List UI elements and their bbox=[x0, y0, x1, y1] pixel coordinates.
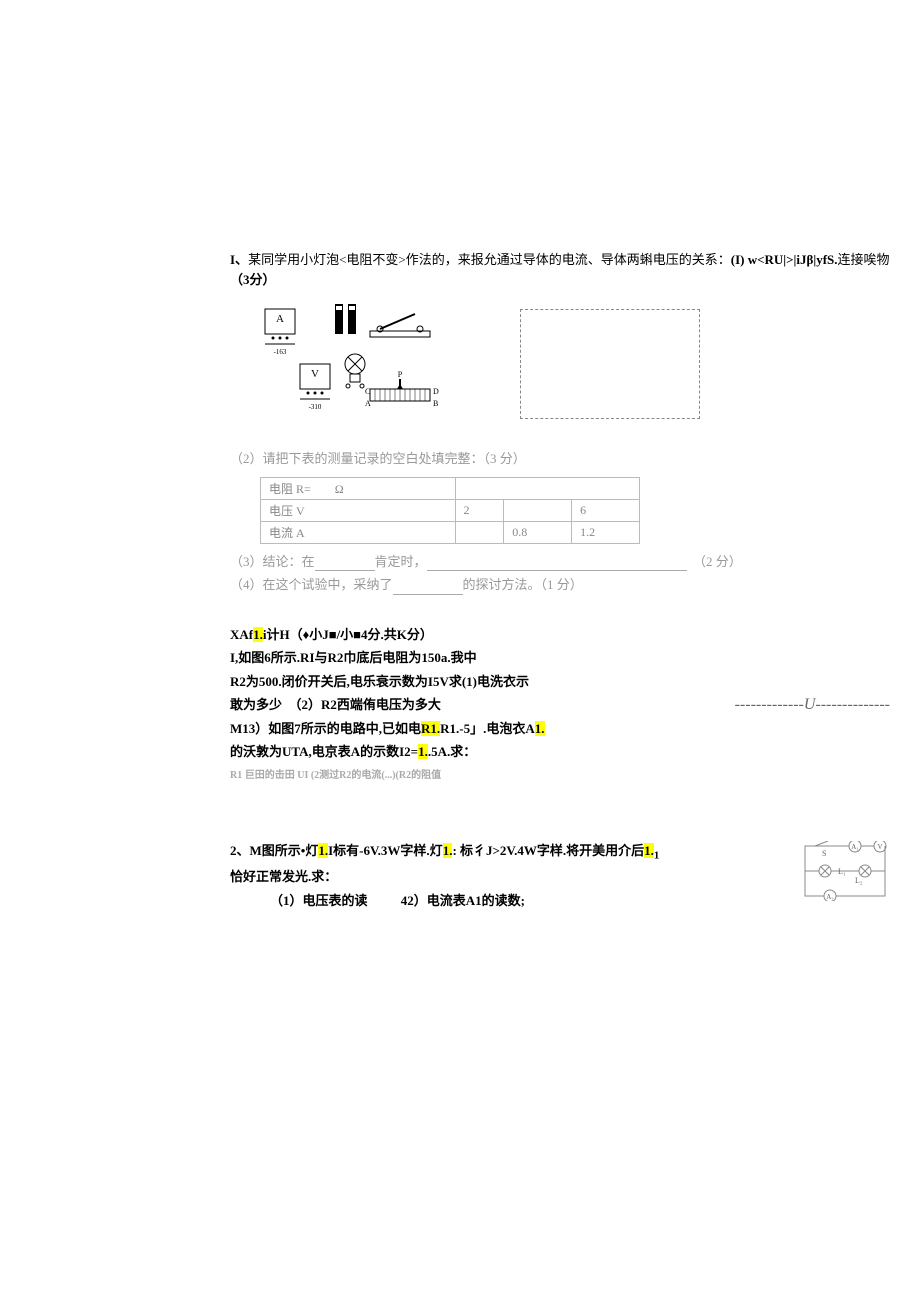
data-table-wrap: 电阻 R= Ω 电压 V 2 6 电流 A 0.8 1.2 bbox=[260, 477, 890, 544]
svg-text:L₁: L₁ bbox=[838, 867, 846, 876]
circuit-diagram-small: S A₁ V L₁ L₂ bbox=[800, 841, 890, 901]
s2-l5: 的沃敦为UTA,电京表A的示数I2=1..5A.求： bbox=[230, 742, 890, 762]
svg-text:-310: -310 bbox=[309, 403, 322, 411]
svg-text:P: P bbox=[398, 370, 403, 379]
s2-l1: I,如图6所示.RI与R2巾底后电阻为150a.我中 bbox=[230, 648, 890, 668]
q4-prefix: （4）在这个试验中，采纳了 bbox=[230, 577, 393, 592]
svg-text:B: B bbox=[433, 399, 438, 408]
s2-l5hl: 1. bbox=[418, 744, 428, 759]
s3-subq: （1）电压表的读 42）电流表A1的读数; bbox=[270, 891, 800, 911]
q3-mid: 肯定时， bbox=[375, 554, 427, 569]
table-row: 电压 V 2 6 bbox=[261, 499, 640, 521]
svg-text:A₂: A₂ bbox=[826, 893, 834, 901]
s3-sub2: 42）电流表A1的读数; bbox=[401, 893, 525, 908]
s2-l3a: 敢为多少 bbox=[230, 697, 282, 712]
svg-text:L₂: L₂ bbox=[855, 876, 863, 885]
svg-text:D: D bbox=[433, 387, 439, 396]
s3-c: : 标彳J>2V.4W字样.将开美用介后 bbox=[452, 843, 644, 858]
s3-l2: 恰好正常发光.求： bbox=[230, 867, 800, 887]
q3-blank1 bbox=[315, 557, 375, 571]
cell-v2 bbox=[504, 499, 572, 521]
svg-text:V: V bbox=[877, 843, 882, 851]
table-intro: （2）请把下表的测量记录的空白处填完整：（3 分） bbox=[230, 449, 890, 469]
q1-t2p: 连接唉物 bbox=[838, 252, 890, 267]
s2-l6: R1 巨田的击田 UI (2测过R2的电流(...)(R2的阻值 bbox=[230, 766, 890, 781]
cell-v-label: 电压 V bbox=[261, 499, 456, 521]
answer-box bbox=[520, 309, 700, 419]
q3-score: （2 分） bbox=[700, 554, 742, 569]
q3-prefix: （3）结论：在 bbox=[230, 554, 315, 569]
svg-text:S: S bbox=[822, 849, 826, 858]
cell-r-label: 电阻 R= Ω bbox=[261, 477, 456, 499]
q4-suffix: 的探讨方法。（1 分） bbox=[463, 577, 583, 592]
s2-l3b: （2）R2西端侑电压为多大 bbox=[295, 697, 441, 712]
svg-text:A: A bbox=[365, 399, 371, 408]
s2-hl1: 1. bbox=[253, 627, 263, 642]
q1-text: I、某同学用小灯泡<电阻不变>作法的，来报允通过导体的电流、导体两蝌电压的关系：… bbox=[230, 250, 890, 289]
svg-text:-163: -163 bbox=[274, 348, 287, 356]
cell-a1 bbox=[455, 521, 504, 543]
s2-l4hl2: 1. bbox=[535, 721, 545, 736]
svg-text:C: C bbox=[365, 387, 370, 396]
s2-l5b: .5A.求： bbox=[428, 744, 476, 759]
section-2: XAf1.i计H（♦小J■/小■4分.共K分） I,如图6所示.RI与R2巾底后… bbox=[230, 625, 890, 781]
cell-a2: 0.8 bbox=[504, 521, 572, 543]
diagram-row: A -163 V -310 bbox=[260, 304, 890, 424]
q1-prefix: I、 bbox=[230, 252, 248, 267]
q3-line: （3）结论：在 肯定时， （2 分） bbox=[230, 552, 890, 572]
s2-l4a: M13）如图7所示的电路中,已如电 bbox=[230, 721, 421, 736]
cell-v1: 2 bbox=[455, 499, 504, 521]
s2-header: XAf1.i计H（♦小J■/小■4分.共K分） bbox=[230, 625, 890, 645]
q4-line: （4）在这个试验中，采纳了 的探讨方法。（1 分） bbox=[230, 575, 890, 595]
cell-a3: 1.2 bbox=[572, 521, 640, 543]
s2-l4b: R1.-5」.电泡衣A bbox=[440, 721, 535, 736]
s3-hl1: 1. bbox=[318, 843, 328, 858]
s2-l4: M13）如图7所示的电路中,已如电R1.R1.-5」.电泡衣A1. bbox=[230, 719, 890, 739]
s2-l3: 敢为多少 （2）R2西端侑电压为多大 bbox=[230, 695, 441, 715]
svg-text:A₁: A₁ bbox=[851, 843, 859, 851]
s3-q2: 2、M图所示•灯1.I标有-6V.3W字样.灯1.: 标彳J>2V.4W字样.将… bbox=[230, 841, 800, 864]
s2-l4hl1: R1. bbox=[421, 721, 440, 736]
s3-b: I标有-6V.3W字样.灯 bbox=[328, 843, 443, 858]
s3-a: 2、M图所示•灯 bbox=[230, 843, 318, 858]
s2-l5a: 的沃敦为UTA,电京表A的示数I2= bbox=[230, 744, 418, 759]
q3-blank2 bbox=[427, 557, 687, 571]
q1-t2b: (I) w<RU|>|iJβ|yfS. bbox=[731, 252, 838, 267]
cell-v3: 6 bbox=[572, 499, 640, 521]
s3-d: 1 bbox=[654, 849, 659, 861]
s3-hl3: 1. bbox=[644, 843, 654, 858]
cell-a-label: 电流 A bbox=[261, 521, 456, 543]
table-row: 电阻 R= Ω bbox=[261, 477, 640, 499]
cell-r-empty bbox=[455, 477, 640, 499]
s2-l2: R2为500.闭价开关后,电乐衰示数为I5V求(1)电洗衣示 bbox=[230, 672, 890, 692]
q1-body: 某同学用小灯泡<电阻不变>作法的，来报允通过导体的电流、导体两蝌电压的关系： bbox=[248, 252, 731, 267]
s3-sub1: （1）电压表的读 bbox=[270, 893, 368, 908]
s2-ha: XAf bbox=[230, 627, 253, 642]
table-row: 电流 A 0.8 1.2 bbox=[261, 521, 640, 543]
u-dash: -------------U-------------- bbox=[735, 696, 890, 714]
data-table: 电阻 R= Ω 电压 V 2 6 电流 A 0.8 1.2 bbox=[260, 477, 640, 544]
circuit-components: A -163 V -310 bbox=[260, 304, 480, 424]
s2-l3-row: 敢为多少 （2）R2西端侑电压为多大 -------------U-------… bbox=[230, 695, 890, 719]
q4-blank bbox=[393, 581, 463, 595]
s2-hb: i计H（♦小J■/小■4分.共K分） bbox=[263, 627, 433, 642]
s3-hl2: 1. bbox=[443, 843, 453, 858]
ammeter-label: A bbox=[276, 313, 284, 325]
section-3: 2、M图所示•灯1.I标有-6V.3W字样.灯1.: 标彳J>2V.4W字样.将… bbox=[230, 841, 890, 915]
voltmeter-label: V bbox=[311, 368, 319, 380]
q1-score: （3分） bbox=[230, 272, 276, 287]
